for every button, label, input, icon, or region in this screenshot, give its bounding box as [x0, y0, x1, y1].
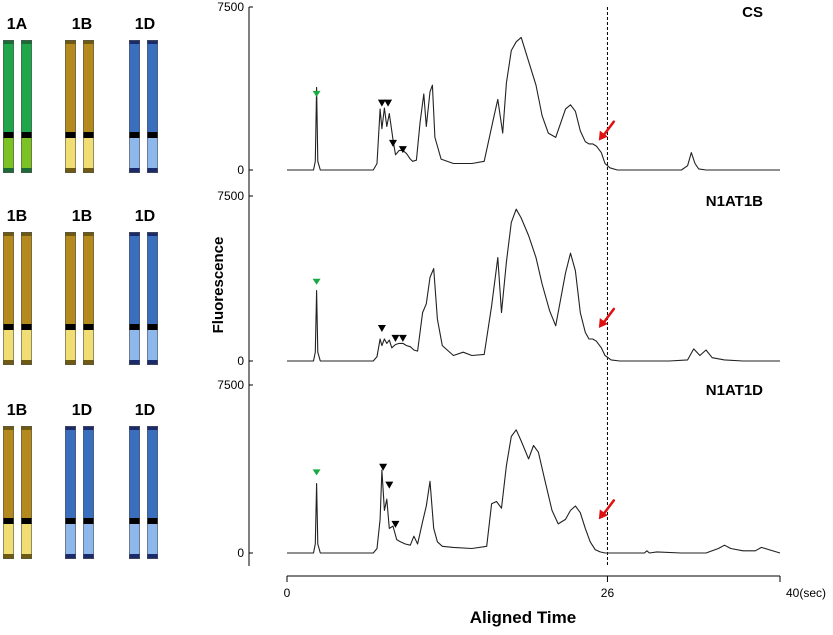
chromosome: [83, 232, 94, 365]
chromatogram-panel: 7500 0 CS: [217, 0, 780, 177]
green-peak-marker: [312, 278, 321, 285]
chromosome: [147, 40, 158, 173]
chromatogram-chart: 7500 0 CS 7500 0 N1AT1B 7500 0 N1AT1D 0 26 40(sec)…: [210, 0, 826, 627]
chromosome: [3, 40, 14, 173]
y-tick-label: 0: [237, 546, 244, 560]
red-arrow: [598, 499, 616, 520]
black-peak-marker: [398, 146, 407, 154]
chromosome: [83, 40, 94, 173]
chromosome: [129, 232, 140, 365]
red-arrow: [598, 307, 616, 328]
chromosome-pair: [129, 426, 158, 559]
y-tick-label: 0: [237, 163, 244, 177]
black-peak-marker: [388, 139, 397, 147]
chromosome: [65, 40, 76, 173]
chromosome-label: 1D: [72, 402, 92, 419]
x-tick-label: 0: [284, 586, 291, 600]
black-peak-marker: [384, 99, 393, 107]
x-tick-label: 26: [601, 586, 615, 600]
y-tick-label: 7500: [217, 189, 244, 203]
chromosome: [129, 426, 140, 559]
y-tick-label: 7500: [217, 0, 244, 14]
chromosome-label: 1D: [135, 16, 155, 33]
panel-title: N1AT1B: [706, 193, 763, 210]
chromosome-label: 1D: [135, 208, 155, 225]
y-tick-label: 7500: [217, 378, 244, 392]
black-peak-marker: [379, 463, 388, 471]
karyotype-row: 1B 1D 1D: [3, 402, 158, 559]
chromosome-pair: [3, 426, 32, 559]
chromosome: [21, 40, 32, 173]
trace-line: [287, 208, 780, 362]
chromosome: [147, 426, 158, 559]
chromosome: [21, 232, 32, 365]
chromosome-label: 1A: [7, 16, 28, 33]
chromosome-pair: [3, 40, 32, 173]
green-peak-marker: [312, 469, 321, 476]
chromosome: [65, 426, 76, 559]
chromosome: [3, 426, 14, 559]
chromatogram-panel: 7500 0 N1AT1D: [217, 378, 781, 560]
x-tick-label: 40(sec): [786, 586, 826, 600]
black-peak-marker: [398, 334, 407, 342]
black-peak-marker: [391, 520, 400, 528]
panel-title: N1AT1D: [706, 382, 763, 399]
chromosome: [65, 232, 76, 365]
green-peak-marker: [312, 90, 321, 97]
karyotype-row: 1B 1B 1D: [3, 208, 158, 365]
chromosome-pair: [129, 40, 158, 173]
karyotype-row: 1A 1B 1D: [3, 16, 158, 173]
chromosome-pair: [3, 232, 32, 365]
black-peak-marker: [377, 325, 386, 332]
y-tick-label: 0: [237, 354, 244, 368]
chromosome: [129, 40, 140, 173]
chromosome-label: 1B: [72, 16, 92, 33]
chromosome-label: 1B: [72, 208, 92, 225]
chromosome-pair: [65, 232, 94, 365]
chromosome-pair: [129, 232, 158, 365]
red-arrow: [598, 120, 616, 141]
x-axis-label: Aligned Time: [470, 608, 576, 627]
black-peak-marker: [385, 481, 394, 489]
x-ticks: 0 26 40(sec): [284, 576, 826, 600]
karyotype-panels: 1A 1B 1D 1B 1B 1D 1B 1D 1D: [3, 16, 158, 559]
black-peak-marker: [377, 99, 386, 107]
chromosome: [83, 426, 94, 559]
panel-title: CS: [742, 4, 763, 21]
chromosome-pair: [65, 40, 94, 173]
chromosome-label: 1B: [7, 208, 27, 225]
chromosome: [147, 232, 158, 365]
black-peak-marker: [391, 334, 400, 342]
chromosome-pair: [65, 426, 94, 559]
chromatogram-panels: 7500 0 CS 7500 0 N1AT1B 7500 0 N1AT1D: [217, 0, 781, 560]
chromosome-label: 1B: [7, 402, 27, 419]
chromatogram-panel: 7500 0 N1AT1B: [217, 189, 780, 368]
trace-line: [287, 429, 781, 554]
chromosome: [21, 426, 32, 559]
trace-line: [287, 36, 780, 171]
chromosome-label: 1D: [135, 402, 155, 419]
y-axis-label: Fluorescence: [210, 237, 227, 334]
chromosome: [3, 232, 14, 365]
